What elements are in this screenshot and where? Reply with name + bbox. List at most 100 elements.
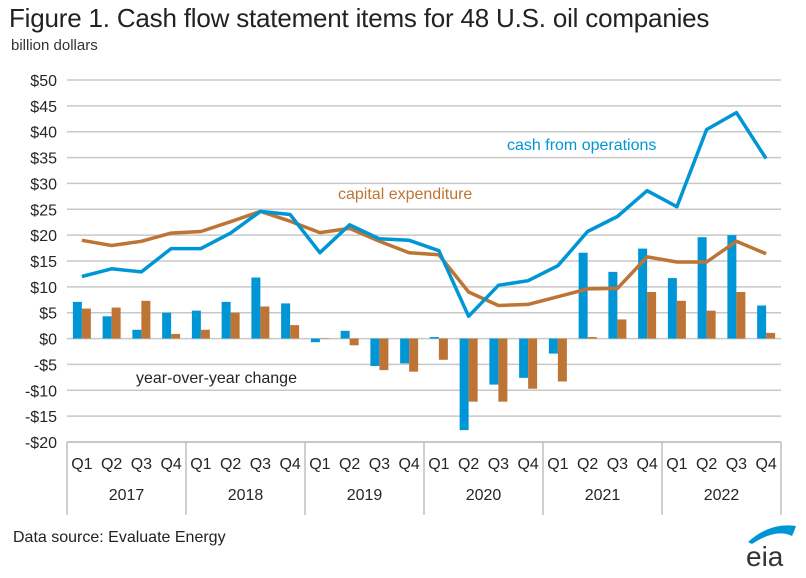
x-tick-label: Q4 (636, 456, 657, 473)
eia-logo-text: eia (746, 541, 784, 572)
y-tick-label: $35 (30, 151, 57, 168)
x-tick-label: Q3 (726, 456, 747, 473)
y-tick-label: -$10 (25, 383, 57, 400)
bar-cash-from-operations-change (340, 330, 350, 339)
x-tick-label: Q1 (428, 456, 449, 473)
x-tick-label: Q4 (755, 456, 776, 473)
x-tick-label: Q4 (160, 456, 181, 473)
x-tick-label: Q2 (696, 456, 717, 473)
x-tick-label: Q3 (369, 456, 390, 473)
x-tick-label: Q4 (517, 456, 538, 473)
bar-capital-expenditure-change (438, 338, 448, 360)
bar-capital-expenditure-change (290, 325, 300, 339)
data-source-note: Data source: Evaluate Energy (13, 529, 226, 546)
bar-capital-expenditure-change (647, 292, 657, 339)
bar-capital-expenditure-change (736, 292, 746, 339)
bar-cash-from-operations-change (608, 271, 618, 339)
bar-cash-from-operations-change (757, 305, 767, 339)
y-tick-label: $0 (39, 332, 57, 349)
bar-capital-expenditure-change (528, 338, 538, 389)
bar-cash-from-operations-change (281, 303, 291, 339)
x-tick-label: Q2 (458, 456, 479, 473)
bar-cash-from-operations-change (697, 237, 707, 339)
bar-capital-expenditure-change (706, 310, 716, 339)
bar-cash-from-operations-change (72, 301, 82, 339)
lines (81, 110, 768, 319)
bar-capital-expenditure-change (141, 300, 151, 339)
annotation-year-over-year-change: year-over-year change (136, 370, 297, 387)
y-tick-label: $10 (30, 280, 57, 297)
bar-capital-expenditure-change (81, 308, 91, 339)
bar-cash-from-operations-change (667, 278, 677, 339)
x-tick-label: Q4 (279, 456, 300, 473)
annotation-capital-expenditure: capital expenditure (338, 186, 472, 203)
x-tick-label: Q1 (190, 456, 211, 473)
bar-cash-from-operations-change (548, 338, 558, 354)
bar-cash-from-operations-change (400, 338, 410, 364)
bar-cash-from-operations-change (132, 329, 142, 339)
y-axis-unit-label: billion dollars (11, 37, 98, 54)
x-tick-label: Q3 (250, 456, 271, 473)
y-tick-label: -$20 (25, 435, 57, 452)
x-axis: Q1 Q2 Q3 Q4 Q1 Q2 Q3 Q4 Q1 Q2 Q3 Q4 Q1 Q2 Q3 Q4 Q1 Q2 Q3 Q4… (66, 441, 782, 515)
y-tick-label: $15 (30, 254, 57, 271)
x-tick-label: Q1 (666, 456, 687, 473)
y-tick-label: $50 (30, 73, 57, 90)
bar-cash-from-operations-change (638, 248, 648, 339)
bar-capital-expenditure-change (766, 332, 776, 339)
bar-cash-from-operations-change (221, 301, 231, 339)
x-group-label: 2022 (704, 487, 740, 504)
y-tick-label: -$15 (25, 409, 57, 426)
y-tick-label: $5 (39, 306, 57, 323)
bar-capital-expenditure-change (230, 312, 240, 339)
bar-cash-from-operations-change (251, 277, 261, 339)
bars (72, 235, 776, 431)
bar-cash-from-operations-change (519, 338, 529, 378)
x-tick-label: Q3 (607, 456, 628, 473)
annotation-cash-from-operations: cash from operations (507, 137, 656, 154)
bar-cash-from-operations-change (727, 235, 737, 339)
x-group-label: 2018 (228, 487, 264, 504)
eia-logo-arc-icon (748, 525, 796, 544)
x-group-label: 2019 (347, 487, 383, 504)
bar-capital-expenditure-change (468, 338, 478, 402)
line-capital-expenditure (81, 209, 767, 308)
y-tick-label: $45 (30, 99, 57, 116)
bar-cash-from-operations-change (489, 338, 499, 385)
chart-title: Figure 1. Cash flow statement items for … (9, 3, 710, 33)
bar-cash-from-operations-change (459, 338, 469, 431)
y-tick-label: $30 (30, 176, 57, 193)
x-tick-label: Q1 (547, 456, 568, 473)
bar-capital-expenditure-change (409, 338, 419, 372)
y-tick-label: $20 (30, 228, 57, 245)
x-tick-label: Q1 (71, 456, 92, 473)
line-cash-from-operations (81, 110, 768, 319)
bar-cash-from-operations-change (429, 337, 439, 339)
bar-capital-expenditure-change (617, 319, 627, 339)
x-tick-label: Q2 (339, 456, 360, 473)
bar-cash-from-operations-change (162, 312, 172, 339)
y-tick-label: $40 (30, 125, 57, 142)
y-axis-ticks: $50 $45 $40 $35 $30 $25 $20 $15 $10 $5 $0 -$5 -$10 -$… (25, 73, 57, 452)
x-tick-label: Q2 (577, 456, 598, 473)
bar-capital-expenditure-change (111, 307, 121, 339)
x-group-label: 2021 (585, 487, 621, 504)
x-tick-label: Q2 (220, 456, 241, 473)
bar-capital-expenditure-change (379, 338, 389, 371)
x-tick-label: Q3 (488, 456, 509, 473)
bar-cash-from-operations-change (578, 252, 588, 339)
bar-capital-expenditure-change (260, 306, 270, 339)
bar-capital-expenditure-change (319, 338, 329, 340)
bar-capital-expenditure-change (587, 337, 597, 339)
bar-cash-from-operations-change (102, 316, 112, 339)
x-group-label: 2017 (109, 487, 145, 504)
bar-cash-from-operations-change (191, 310, 201, 339)
bar-cash-from-operations-change (370, 338, 380, 366)
x-tick-label: Q3 (131, 456, 152, 473)
x-group-label: 2020 (466, 487, 502, 504)
bar-capital-expenditure-change (557, 338, 567, 382)
bar-capital-expenditure-change (349, 338, 359, 346)
x-tick-label: Q1 (309, 456, 330, 473)
bar-capital-expenditure-change (171, 333, 181, 339)
x-tick-label: Q2 (101, 456, 122, 473)
